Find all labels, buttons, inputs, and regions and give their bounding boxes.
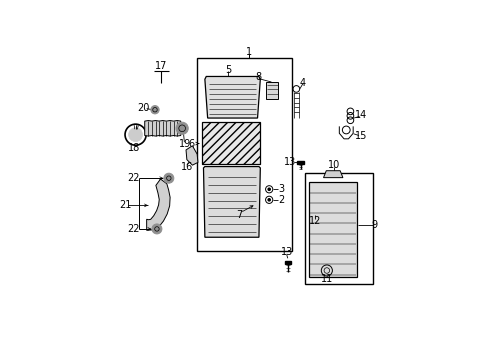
Text: 19: 19: [178, 139, 190, 149]
Circle shape: [267, 188, 270, 190]
Text: 9: 9: [371, 220, 377, 230]
Text: 7: 7: [236, 210, 242, 220]
Circle shape: [152, 224, 162, 234]
Text: 12: 12: [308, 216, 321, 226]
Text: 3: 3: [278, 184, 284, 194]
Polygon shape: [323, 171, 342, 177]
Circle shape: [267, 199, 270, 201]
Text: 10: 10: [327, 160, 339, 170]
Polygon shape: [144, 121, 181, 136]
Polygon shape: [265, 82, 278, 99]
Polygon shape: [308, 182, 357, 278]
Circle shape: [176, 122, 188, 134]
Text: 8: 8: [255, 72, 262, 82]
Text: 15: 15: [354, 131, 366, 140]
Text: 18: 18: [128, 143, 140, 153]
Polygon shape: [203, 167, 260, 237]
Text: 22: 22: [127, 224, 139, 234]
Text: 6: 6: [188, 139, 195, 149]
Text: 16: 16: [181, 162, 193, 172]
Polygon shape: [202, 122, 260, 164]
Text: 5: 5: [225, 64, 231, 75]
Bar: [297, 161, 303, 164]
Text: 14: 14: [355, 110, 367, 120]
Text: 1: 1: [245, 47, 252, 57]
Bar: [284, 261, 291, 264]
Polygon shape: [185, 146, 198, 165]
Bar: [196, 58, 292, 251]
Polygon shape: [204, 76, 260, 118]
Polygon shape: [146, 179, 170, 230]
Text: 22: 22: [127, 173, 139, 183]
Circle shape: [128, 128, 142, 141]
Bar: [304, 174, 372, 284]
Text: 11: 11: [320, 274, 332, 284]
Text: 4: 4: [299, 77, 305, 87]
Text: 20: 20: [137, 103, 149, 113]
Text: 13: 13: [284, 157, 296, 167]
Circle shape: [163, 173, 173, 183]
Text: 21: 21: [119, 201, 131, 210]
Circle shape: [150, 105, 159, 114]
Text: 17: 17: [155, 61, 167, 71]
Text: 13: 13: [280, 247, 292, 257]
Text: 2: 2: [277, 195, 284, 205]
